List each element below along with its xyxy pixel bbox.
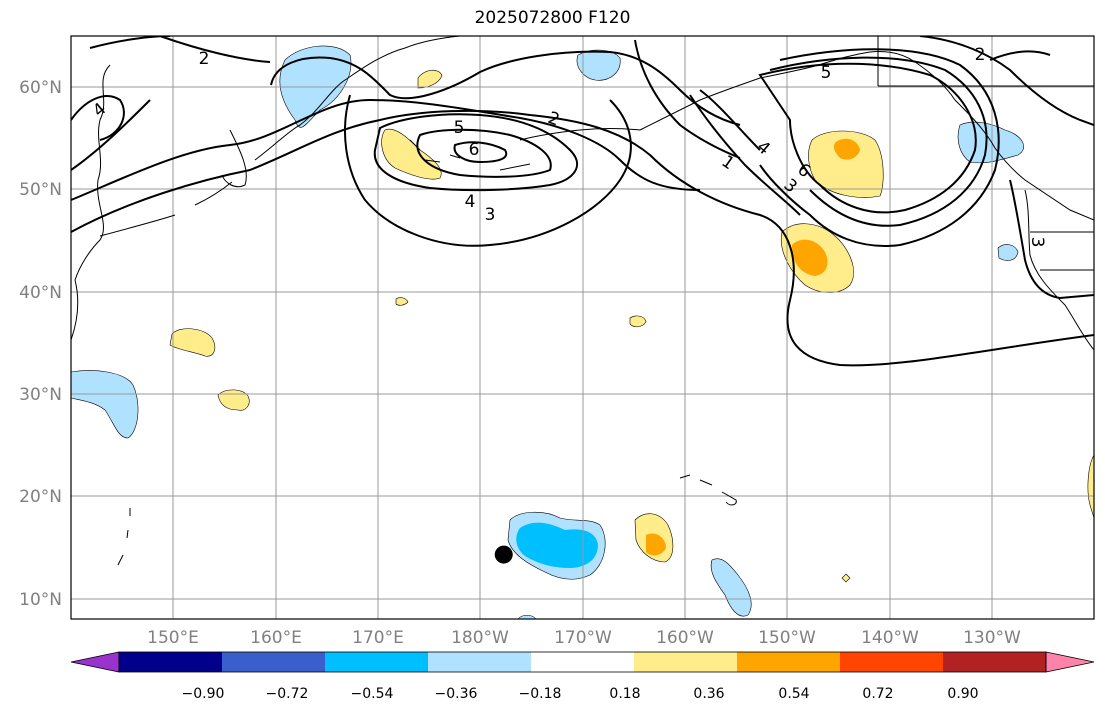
colorbar-segment — [325, 652, 429, 672]
colorbar-segment — [737, 652, 841, 672]
lon-label: 150°W — [758, 628, 816, 648]
colorbar-tick-labels: −0.90 −0.72 −0.54 −0.36 −0.18 0.18 0.36 … — [182, 686, 979, 702]
negative-anomaly-deep — [516, 522, 598, 568]
colorbar-segment — [840, 652, 944, 672]
lat-label: 50°N — [19, 180, 62, 200]
coastlines — [71, 36, 1094, 566]
contour-label: 6 — [469, 140, 480, 160]
political-boundaries — [877, 36, 1094, 271]
lon-label: 180°W — [451, 628, 509, 648]
colorbar-segment — [428, 652, 532, 672]
contour-label: 3 — [485, 205, 496, 225]
colorbar-tick-label: 0.36 — [693, 686, 724, 702]
contour-label: 5 — [454, 118, 465, 138]
map-title: 2025072800 F120 — [474, 8, 631, 28]
colorbar-segment — [634, 652, 738, 672]
lat-label: 40°N — [19, 283, 62, 303]
colorbar — [70, 651, 1095, 673]
colorbar-tick-label: −0.18 — [519, 686, 562, 702]
latitude-labels: 60°N 50°N 40°N 30°N 20°N 10°N — [19, 78, 62, 610]
lon-label: 140°W — [861, 628, 919, 648]
lon-label: 130°W — [963, 628, 1021, 648]
colorbar-tick-label: 0.18 — [609, 686, 640, 702]
map-plot-area: 2 4 5 6 4 3 2 1 4 3 6 5 2 3 — [71, 36, 1094, 619]
colorbar-tick-label: −0.90 — [182, 686, 225, 702]
lon-label: 160°W — [656, 628, 714, 648]
location-marker — [494, 545, 513, 564]
colorbar-segment — [1045, 651, 1095, 673]
colorbar-segment — [943, 652, 1047, 672]
lat-label: 30°N — [19, 385, 62, 405]
colorbar-segment — [531, 652, 635, 672]
lon-label: 170°E — [352, 628, 404, 648]
contour-label: 2 — [975, 45, 986, 65]
lon-label: 160°E — [250, 628, 302, 648]
colorbar-tick-label: −0.36 — [435, 686, 478, 702]
lat-label: 60°N — [19, 78, 62, 98]
contour-label: 4 — [465, 192, 476, 212]
colorbar-tick-label: −0.72 — [266, 686, 309, 702]
lon-label: 170°W — [554, 628, 612, 648]
contour-lines — [71, 36, 1094, 367]
colorbar-outline — [118, 651, 1047, 673]
colorbar-tick-label: 0.54 — [778, 686, 809, 702]
lat-label: 20°N — [19, 487, 62, 507]
contour-label: 2 — [199, 49, 210, 69]
colorbar-tick-label: 0.90 — [947, 686, 978, 702]
contour-label: 3 — [1027, 237, 1047, 248]
lon-label: 150°E — [147, 628, 199, 648]
colorbar-tick-label: −0.54 — [351, 686, 394, 702]
positive-anomaly-mid — [646, 138, 860, 556]
contour-label: 5 — [821, 63, 832, 83]
colorbar-tick-label: 0.72 — [862, 686, 893, 702]
colorbar-segment — [222, 652, 326, 672]
colorbar-segment — [119, 652, 223, 672]
longitude-labels: 150°E 160°E 170°E 180°W 170°W 160°W 150°… — [147, 628, 1021, 648]
colorbar-segment — [70, 651, 120, 673]
lat-label: 10°N — [19, 590, 62, 610]
map-border — [70, 35, 1095, 620]
